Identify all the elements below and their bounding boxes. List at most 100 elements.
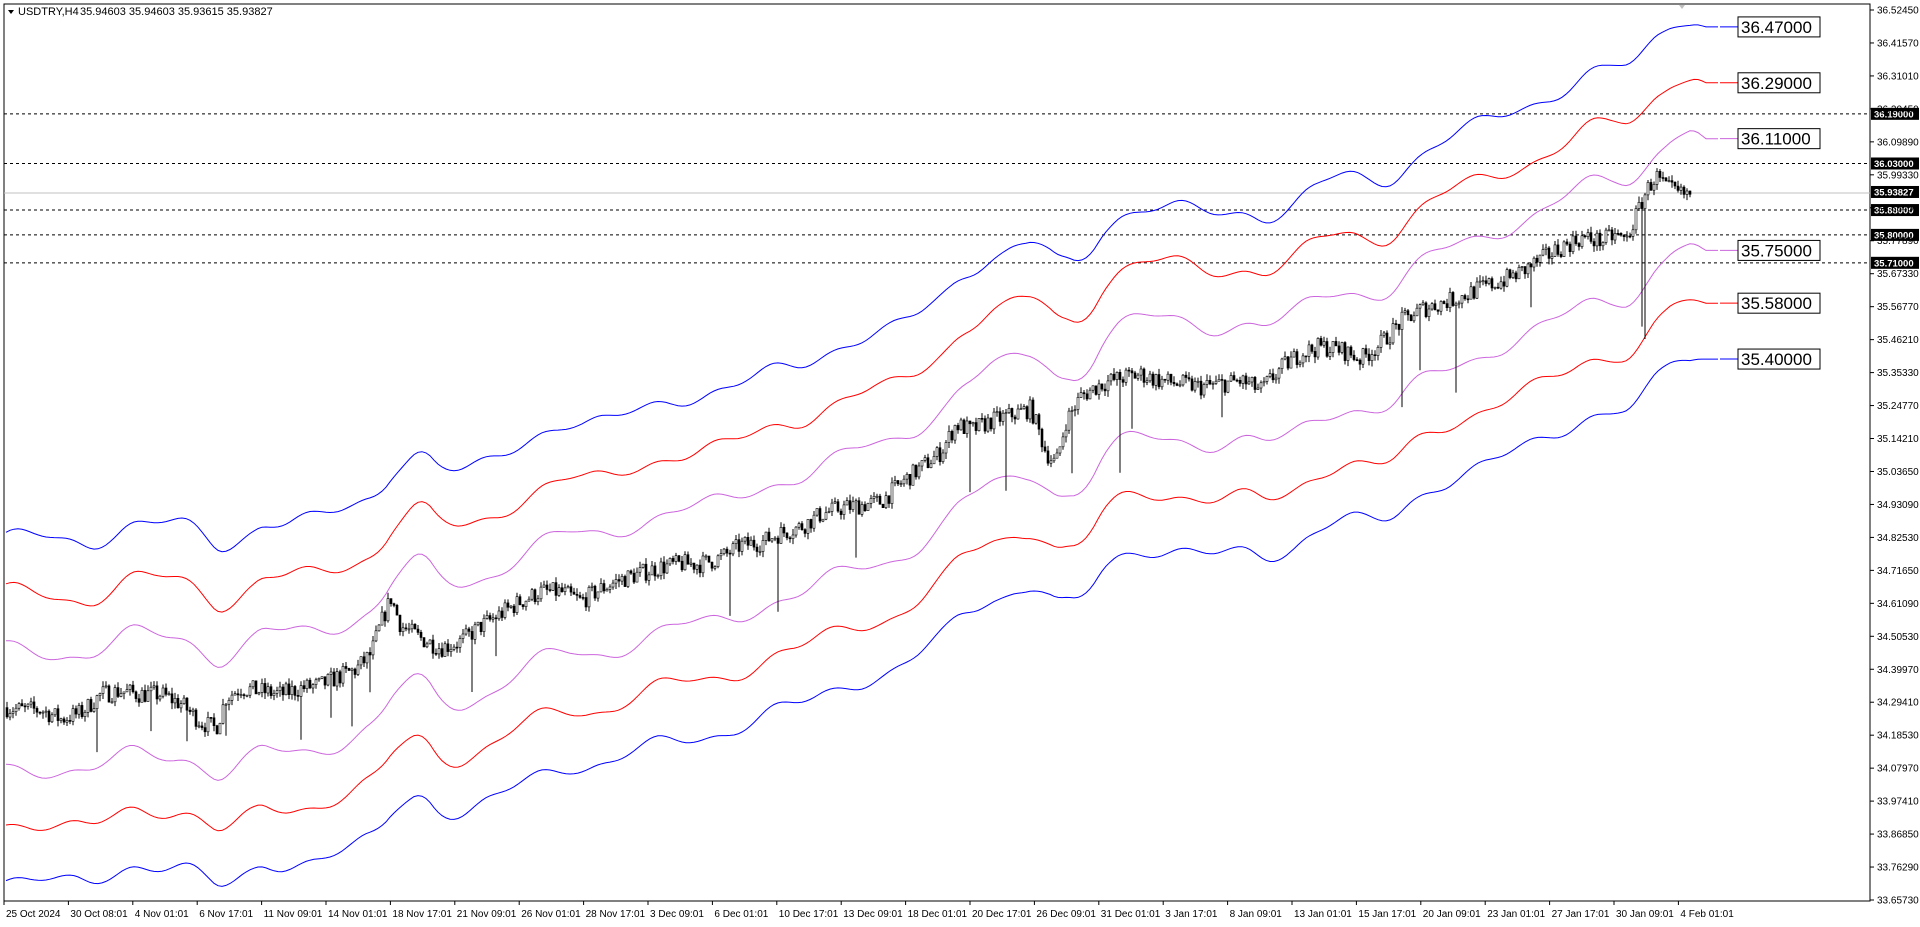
candle-body [1061, 436, 1065, 448]
candle-body [1490, 278, 1494, 289]
x-tick-label: 27 Jan 17:01 [1552, 909, 1610, 920]
candle-body [1193, 381, 1197, 391]
candle-body [917, 465, 921, 478]
candle-body [1610, 229, 1614, 241]
shift-marker-icon[interactable] [1679, 5, 1685, 9]
candle-body [401, 627, 405, 632]
candle-body [1301, 355, 1305, 364]
candle-body [1274, 377, 1278, 381]
band-end-box [1737, 292, 1821, 314]
candle-body [1229, 375, 1233, 382]
candle-body [293, 686, 297, 696]
candle-body [950, 430, 954, 441]
candle-body [803, 529, 807, 534]
candle-body [161, 687, 165, 697]
candle-body [1025, 406, 1029, 420]
level-price-tag [1871, 228, 1919, 241]
candle-body [776, 537, 780, 544]
candle-body [335, 671, 339, 687]
candle-body [1373, 354, 1377, 357]
candle-body [305, 679, 309, 690]
candle-series [5, 168, 1692, 753]
y-tick-label: 36.52450 [1877, 6, 1919, 17]
candle-body [89, 699, 93, 712]
candle-body [1499, 281, 1503, 289]
candle-body [641, 563, 645, 568]
candle-body [797, 523, 801, 528]
candle-body [929, 463, 933, 468]
candle-body [1283, 356, 1287, 360]
candle-body [134, 691, 138, 699]
candle-body [854, 500, 858, 503]
candle-body [1205, 379, 1209, 385]
candle-body [5, 707, 9, 718]
candle-body [530, 589, 534, 600]
candle-body [1541, 249, 1545, 256]
candle-body [173, 697, 177, 704]
candle-body [1454, 303, 1458, 306]
candle-body [344, 666, 348, 669]
candle-body [710, 561, 714, 569]
candle-body [650, 565, 654, 576]
candle-body [29, 701, 33, 705]
candle-body [1121, 379, 1125, 383]
candle-body [1421, 302, 1425, 306]
candle-body [323, 676, 327, 686]
candle-body [1349, 346, 1353, 356]
candle-body [884, 495, 888, 509]
candle-body [65, 720, 69, 723]
ohlc-header: 35.94603 35.94603 35.93615 35.93827 [80, 6, 273, 18]
candle-body [614, 579, 618, 584]
candle-body [602, 583, 606, 592]
symbol-header: USDTRY,H4 [18, 6, 79, 18]
candle-body [1190, 378, 1194, 391]
candle-body [1448, 292, 1452, 308]
candle-body [1367, 353, 1371, 362]
candle-body [953, 425, 957, 441]
level-price-label: 35.80000 [1874, 230, 1914, 241]
candle-body [557, 587, 561, 596]
candle-body [1334, 341, 1338, 347]
candle-body [254, 680, 258, 695]
candle-body [1109, 373, 1113, 382]
candle-body [1670, 180, 1674, 183]
candle-body [1667, 180, 1671, 182]
candle-body [38, 711, 42, 714]
candle-body [1154, 374, 1158, 386]
candle-body [626, 570, 630, 587]
candle-body [155, 685, 159, 700]
candle-body [329, 671, 333, 675]
candle-body [1364, 348, 1368, 355]
x-tick-label: 14 Nov 01:01 [328, 909, 388, 920]
candle-body [1589, 232, 1593, 242]
candle-body [527, 598, 531, 602]
x-tick-label: 10 Dec 17:01 [779, 909, 839, 920]
candle-body [20, 703, 24, 707]
candle-body [545, 584, 549, 590]
candle-body [1472, 286, 1476, 299]
candle-body [473, 624, 477, 640]
candle-body [1241, 375, 1245, 384]
menu-arrow-icon[interactable] [8, 10, 14, 14]
candle-body [164, 687, 168, 695]
candle-body [1259, 382, 1263, 389]
candle-body [8, 713, 12, 718]
candle-body [221, 704, 225, 724]
candle-body [131, 684, 135, 693]
candle-body [146, 690, 150, 702]
candle-body [35, 708, 39, 713]
candle-body [1271, 373, 1275, 381]
candle-body [890, 482, 894, 504]
candle-body [638, 567, 642, 573]
candle-body [14, 707, 18, 713]
candle-body [1403, 310, 1407, 313]
candle-body [1601, 242, 1605, 247]
candle-body [722, 548, 726, 554]
candle-body [563, 587, 567, 593]
candle-body [767, 531, 771, 542]
candle-body [1307, 344, 1311, 357]
candle-body [1031, 399, 1035, 424]
candle-body [1064, 429, 1068, 438]
